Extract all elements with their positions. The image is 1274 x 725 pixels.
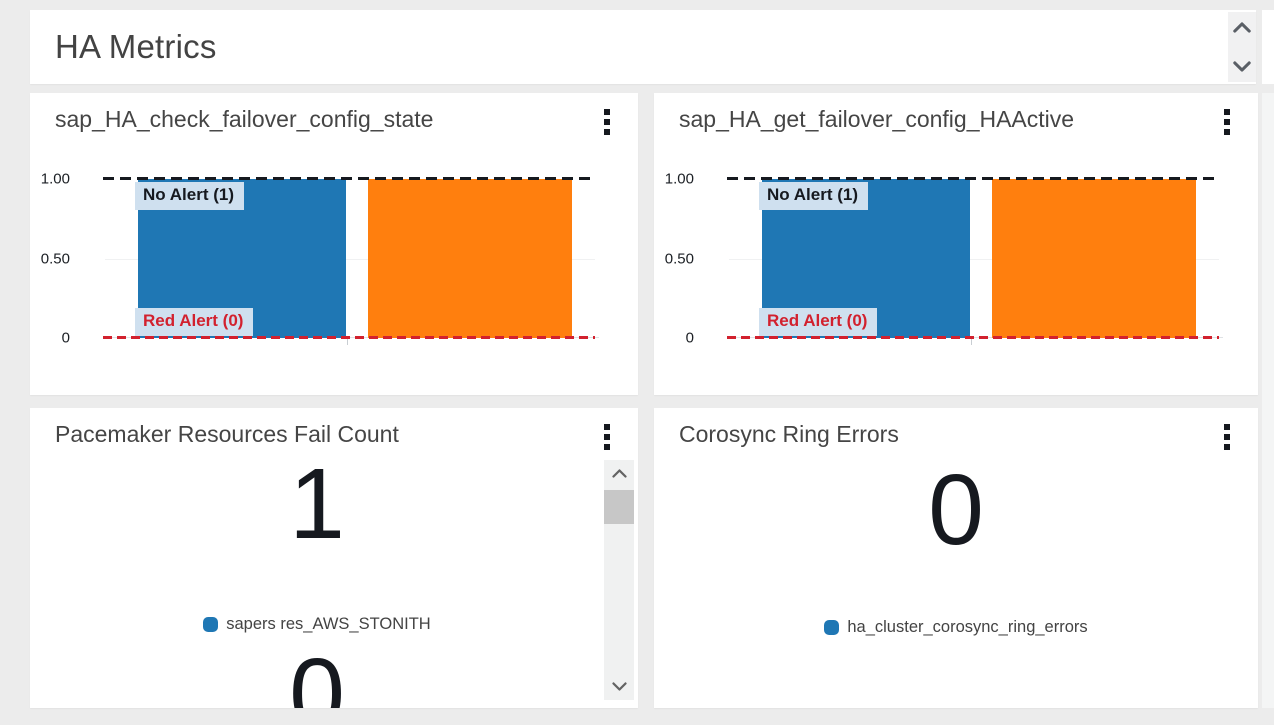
kebab-menu-icon[interactable] (602, 108, 612, 136)
kebab-menu-icon[interactable] (602, 423, 612, 451)
bar-chart-plot: No Alert (1) Red Alert (0) (727, 177, 1223, 345)
widget-title: sap_HA_get_failover_config_HAActive (679, 106, 1075, 132)
widget-corosync-ring-errors: Corosync Ring Errors 0 ha_cluster_corosy… (654, 408, 1258, 708)
y-tick-label: 1.00 (664, 170, 694, 188)
y-tick-label: 0 (61, 329, 70, 347)
page-scrollbar[interactable] (1228, 12, 1256, 82)
widget-sap-ha-check-failover-config-state: sap_HA_check_failover_config_state 1.00 … (30, 93, 638, 395)
bar-series-2[interactable] (992, 179, 1196, 338)
widget-sap-ha-get-failover-config-haactive: sap_HA_get_failover_config_HAActive 1.00… (654, 93, 1258, 395)
x-axis-tick (347, 339, 348, 345)
legend-marker-icon (824, 620, 840, 635)
metric-value: 1 (289, 448, 345, 560)
annotation-label-red-alert: Red Alert (0) (759, 308, 878, 336)
annotation-label-red-alert: Red Alert (0) (135, 308, 254, 336)
page-title: HA Metrics (55, 28, 217, 65)
dashboard-header: HA Metrics (30, 10, 1256, 84)
kebab-menu-icon[interactable] (1222, 108, 1232, 136)
gridline-050 (105, 258, 595, 260)
chevron-up-icon[interactable] (611, 469, 627, 478)
y-tick-label: 0 (685, 329, 694, 347)
legend-item[interactable]: sapers res_AWS_STONITH (30, 615, 604, 634)
chevron-down-icon[interactable] (1233, 61, 1251, 72)
next-column-widget-edge (1262, 93, 1274, 708)
kebab-menu-icon[interactable] (1222, 423, 1232, 451)
next-column-widget-edge (1262, 10, 1274, 84)
widget-scrollbar[interactable] (604, 460, 634, 700)
annotation-line-red-alert (103, 336, 595, 339)
annotation-label-no-alert: No Alert (1) (759, 182, 868, 210)
chevron-down-icon[interactable] (611, 682, 627, 691)
metric-value-secondary: 0 (289, 638, 345, 708)
y-axis: 1.00 0.50 0 (662, 171, 694, 347)
bar-chart-plot: No Alert (1) Red Alert (0) (103, 177, 599, 345)
widget-title: Corosync Ring Errors (679, 421, 899, 447)
widget-title: Pacemaker Resources Fail Count (55, 421, 399, 447)
y-tick-label: 1.00 (40, 170, 70, 188)
y-tick-label: 0.50 (40, 250, 70, 267)
annotation-line-no-alert (727, 177, 1219, 180)
y-tick-label: 0.50 (664, 250, 694, 267)
annotation-label-no-alert: No Alert (1) (135, 182, 244, 210)
chevron-up-icon[interactable] (1233, 22, 1251, 33)
bar-series-2[interactable] (368, 179, 572, 338)
widget-title: sap_HA_check_failover_config_state (55, 106, 434, 132)
gridline-050 (729, 258, 1219, 260)
metric-value: 0 (928, 454, 984, 566)
legend-label: ha_cluster_corosync_ring_errors (847, 618, 1088, 636)
scrollbar-thumb[interactable] (604, 490, 634, 524)
annotation-line-no-alert (103, 177, 595, 180)
y-axis: 1.00 0.50 0 (38, 171, 70, 347)
legend-marker-icon (203, 617, 219, 632)
legend-item[interactable]: ha_cluster_corosync_ring_errors (654, 618, 1258, 637)
x-axis-tick (971, 339, 972, 345)
annotation-line-red-alert (727, 336, 1219, 339)
widget-pacemaker-resources-fail-count: Pacemaker Resources Fail Count 1 sapers … (30, 408, 638, 708)
legend-label: sapers res_AWS_STONITH (226, 615, 431, 633)
